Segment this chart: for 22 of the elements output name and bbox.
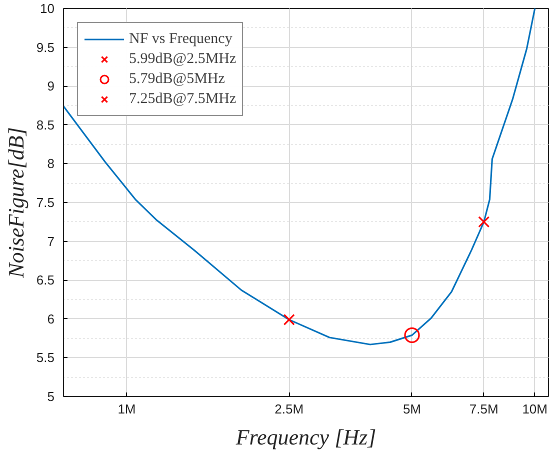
y-tick-label: 10 bbox=[40, 1, 55, 16]
y-tick-label: 6 bbox=[47, 311, 55, 326]
y-tick-label: 5.5 bbox=[36, 350, 55, 366]
legend-label: 5.79dB@5MHz bbox=[129, 70, 225, 88]
x-axis-title: Frequency [Hz] bbox=[234, 424, 376, 450]
y-axis-title: NoiseFigure[dB] bbox=[3, 127, 28, 279]
y-tick-label: 7 bbox=[47, 234, 55, 249]
x-tick-label: 7.5M bbox=[469, 402, 498, 416]
y-tick-label: 9 bbox=[47, 78, 55, 94]
x-tick-label: 2.5M bbox=[274, 402, 304, 416]
legend-label: 5.99dB@2.5MHz bbox=[129, 50, 236, 68]
y-tick-label: 8.5 bbox=[36, 117, 55, 132]
x-tick-label: 5M bbox=[402, 402, 422, 416]
y-tick-label: 9.5 bbox=[36, 40, 55, 55]
x-tick-label: 1M bbox=[118, 402, 136, 416]
y-tick-label: 5 bbox=[47, 389, 55, 404]
y-tick-label: 6.5 bbox=[36, 272, 55, 288]
legend-label: NF vs Frequency bbox=[129, 30, 232, 48]
legend-label: 7.25dB@7.5MHz bbox=[129, 90, 236, 108]
x-tick-label: 10M bbox=[522, 402, 548, 416]
y-tick-label: 8 bbox=[47, 156, 55, 172]
y-tick-label: 7.5 bbox=[36, 195, 55, 210]
